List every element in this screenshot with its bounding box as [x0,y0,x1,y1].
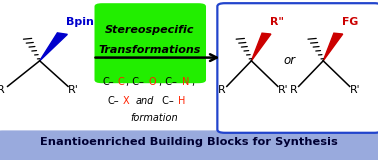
Text: N: N [182,77,189,87]
Text: or: or [283,54,295,67]
Text: R": R" [270,17,284,27]
FancyBboxPatch shape [94,3,206,83]
Text: and: and [135,96,154,106]
Text: FG: FG [342,17,358,27]
Text: , C–: , C– [126,77,144,87]
Text: Stereospecific: Stereospecific [105,25,194,35]
Text: R: R [290,85,297,95]
Text: Bpin: Bpin [66,17,94,27]
Text: R': R' [278,85,288,95]
Text: R': R' [68,85,79,95]
Text: O: O [149,77,156,87]
Text: Enantioenriched Building Blocks for Synthesis: Enantioenriched Building Blocks for Synt… [40,137,338,147]
FancyBboxPatch shape [217,3,378,133]
Text: , C–: , C– [159,77,177,87]
Text: R: R [0,85,5,95]
Text: X: X [123,96,129,106]
Text: R': R' [350,85,360,95]
Text: C–: C– [108,96,119,106]
Text: C: C [117,77,124,87]
Text: R: R [218,85,226,95]
Polygon shape [40,33,67,61]
Text: H: H [178,96,186,106]
Text: C–: C– [159,96,174,106]
Polygon shape [251,33,271,61]
Text: ,: , [191,77,194,87]
FancyBboxPatch shape [0,130,378,160]
Text: formation: formation [130,113,178,123]
Text: C–: C– [102,77,114,87]
Text: Transformations: Transformations [98,45,200,55]
Polygon shape [323,33,343,61]
